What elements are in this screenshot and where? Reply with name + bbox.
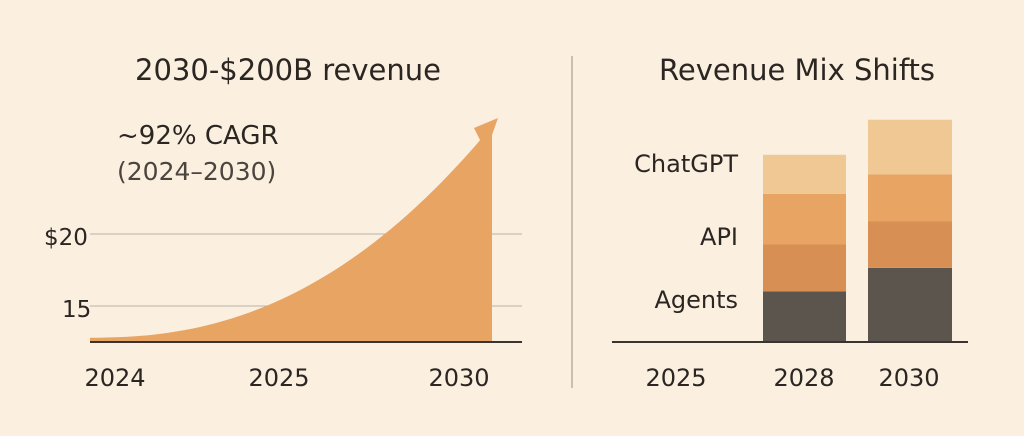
bar-segment-api-2028 bbox=[763, 244, 846, 292]
bar-segment-chatgpt-2030 bbox=[868, 174, 952, 222]
area-series bbox=[90, 126, 492, 342]
cagr-headline: ~92% CAGR bbox=[117, 121, 279, 151]
bar-segment-chatgpt-2028 bbox=[763, 193, 846, 245]
bar-segments bbox=[763, 119, 952, 342]
y-tick-label: 15 bbox=[62, 297, 91, 323]
x-tick-label: 2025 bbox=[248, 364, 309, 392]
bar-segment-other-2028 bbox=[763, 154, 846, 194]
legend-label-agents: Agents bbox=[654, 286, 738, 314]
bar-chart-title: Revenue Mix Shifts bbox=[659, 53, 935, 87]
x-tick-label: 2025 bbox=[645, 364, 706, 392]
y-tick-label: $20 bbox=[44, 225, 88, 251]
area-chart-title: 2030-$200B revenue bbox=[135, 53, 441, 87]
x-tick-label: 2030 bbox=[878, 364, 939, 392]
bar-segment-agents-2028 bbox=[763, 291, 846, 342]
stacked-bar-chart: Revenue Mix Shifts ChatGPT API Agents 20… bbox=[612, 53, 968, 392]
bar-segment-agents-2030 bbox=[868, 267, 952, 342]
cagr-period: (2024–2030) bbox=[117, 157, 276, 186]
x-tick-label: 2028 bbox=[773, 364, 834, 392]
x-tick-label: 2030 bbox=[428, 364, 489, 392]
x-tick-label: 2024 bbox=[84, 364, 145, 392]
bar-segment-api-2030 bbox=[868, 221, 952, 268]
legend-label-api: API bbox=[700, 223, 738, 251]
legend-label-chatgpt: ChatGPT bbox=[634, 150, 738, 178]
area-chart: 2030-$200B revenue ~92% CAGR (2024–2030)… bbox=[44, 53, 522, 392]
growth-arrow bbox=[474, 118, 498, 152]
bar-segment-other-2030 bbox=[868, 119, 952, 175]
